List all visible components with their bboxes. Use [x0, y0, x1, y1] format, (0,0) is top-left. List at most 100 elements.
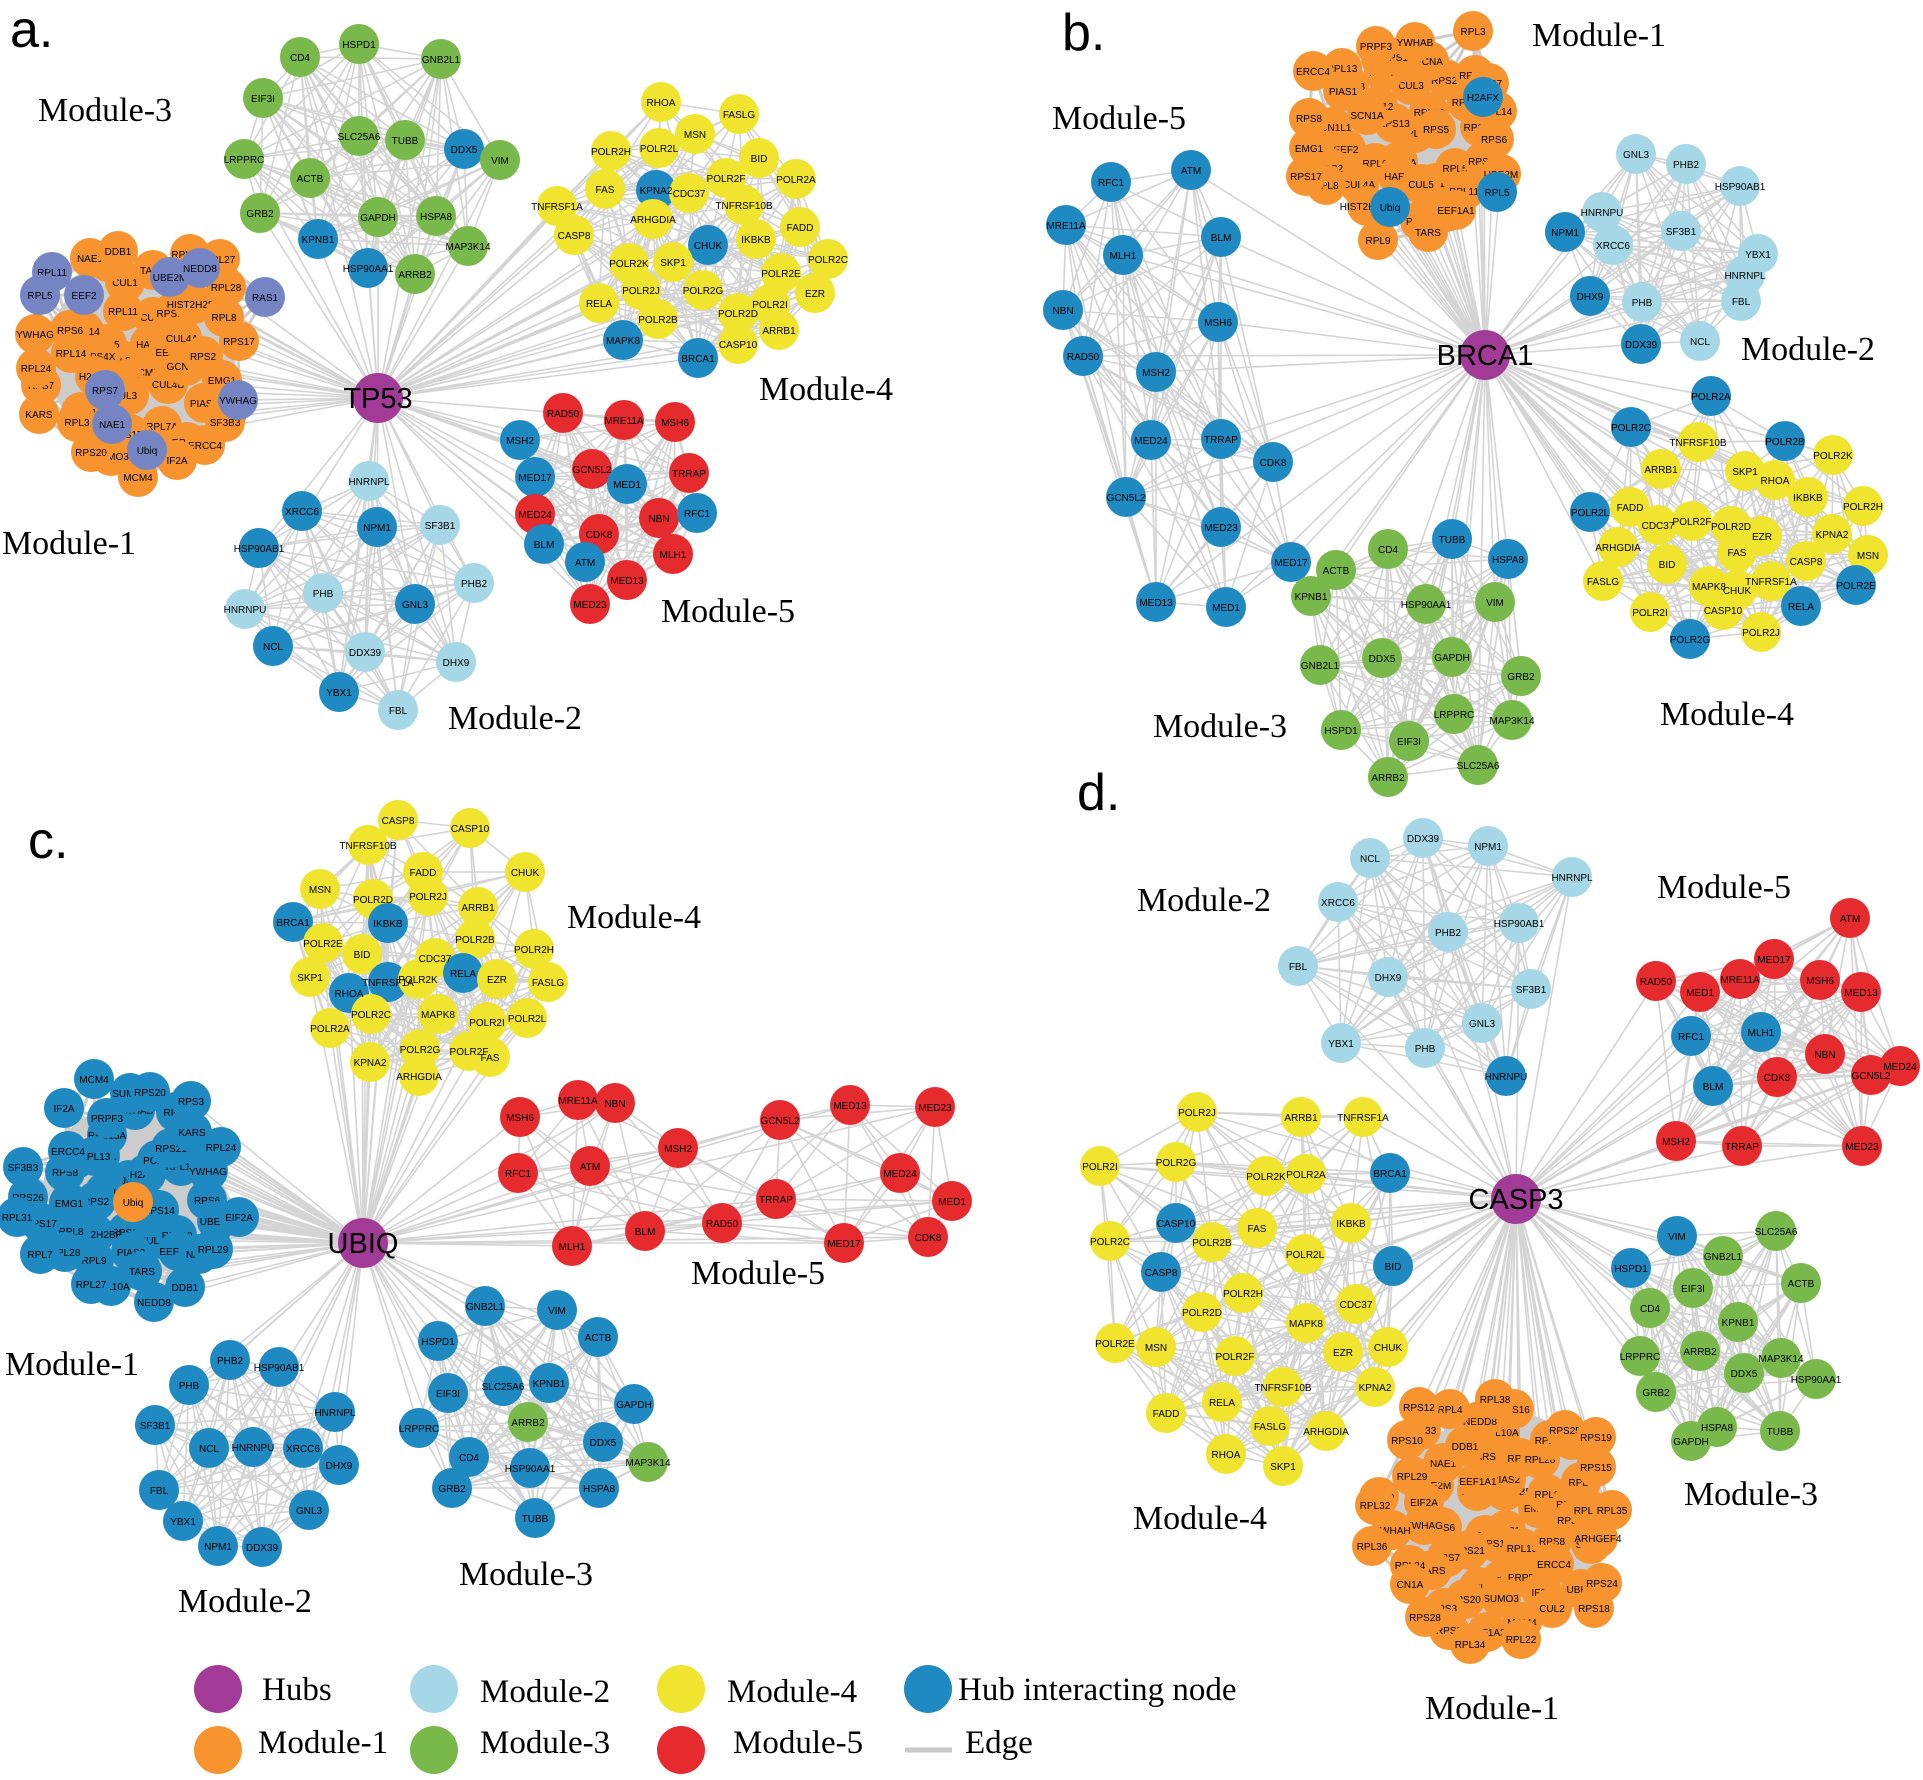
svg-text:MED17: MED17 [518, 473, 552, 484]
svg-text:MED17: MED17 [1274, 558, 1308, 569]
svg-text:BID: BID [1659, 560, 1676, 571]
svg-text:VIM: VIM [1486, 598, 1504, 609]
svg-text:RPS3: RPS3 [1431, 1604, 1458, 1615]
svg-text:MAPK8: MAPK8 [606, 336, 640, 347]
svg-text:POLR2E: POLR2E [1836, 581, 1876, 592]
svg-text:RPL10A: RPL10A [1481, 1428, 1519, 1439]
svg-text:NAE1: NAE1 [1430, 1459, 1457, 1470]
svg-text:Module-1: Module-1 [5, 1346, 139, 1383]
svg-text:EEF1A1: EEF1A1 [1437, 206, 1475, 217]
svg-text:EEF2: EEF2 [71, 291, 96, 302]
svg-text:RPS19: RPS19 [1580, 1433, 1612, 1444]
svg-text:RELA: RELA [586, 299, 612, 310]
svg-text:CHUK: CHUK [1723, 586, 1752, 597]
svg-text:RAD50: RAD50 [706, 1219, 739, 1230]
svg-text:CDK8: CDK8 [586, 530, 613, 541]
svg-text:HIST2H2BE: HIST2H2BE [167, 300, 222, 311]
svg-text:RPS5: RPS5 [1423, 125, 1450, 136]
svg-text:CUL1: CUL1 [139, 1236, 165, 1247]
svg-text:POLR2A: POLR2A [310, 1024, 350, 1035]
svg-text:POLR2J: POLR2J [409, 892, 447, 903]
svg-text:UBE2I: UBE2I [1567, 1585, 1596, 1596]
svg-text:IF2A: IF2A [166, 456, 187, 467]
svg-text:Module-2: Module-2 [480, 1674, 610, 1710]
svg-text:RPS11: RPS11 [157, 309, 188, 320]
svg-text:ACTB: ACTB [585, 1333, 612, 1344]
svg-text:MED23: MED23 [918, 1103, 952, 1114]
svg-text:Edge: Edge [965, 1725, 1033, 1761]
svg-text:TUBB: TUBB [1767, 1427, 1794, 1438]
svg-text:CASP3: CASP3 [1468, 1184, 1563, 1216]
svg-text:RPL8: RPL8 [211, 313, 236, 324]
svg-text:POLR2A: POLR2A [776, 175, 816, 186]
svg-text:HNRNPU: HNRNPU [232, 1443, 275, 1454]
svg-text:KARS: KARS [25, 410, 53, 421]
svg-text:POLR2K: POLR2K [1246, 1172, 1286, 1183]
svg-text:RPS14: RPS14 [143, 1206, 175, 1217]
svg-text:RPS15A: RPS15A [1382, 53, 1421, 64]
svg-text:MED1: MED1 [613, 480, 641, 491]
svg-text:ATM: ATM [1840, 914, 1860, 925]
svg-text:EZR: EZR [1333, 1348, 1353, 1359]
svg-text:ARRB2: ARRB2 [1683, 1347, 1717, 1358]
svg-text:GCN5L2: GCN5L2 [1852, 1071, 1891, 1082]
svg-text:SLC25A6: SLC25A6 [1755, 1227, 1798, 1238]
svg-text:KPNB1: KPNB1 [1722, 1318, 1755, 1329]
svg-text:MED1: MED1 [938, 1197, 966, 1208]
svg-text:RPS2: RPS2 [83, 1197, 110, 1208]
svg-text:FAS: FAS [1728, 548, 1747, 559]
svg-text:ARRB2: ARRB2 [511, 1418, 545, 1429]
svg-text:EZR: EZR [1752, 532, 1772, 543]
svg-text:CDC37: CDC37 [673, 189, 706, 200]
svg-text:GNB2L1: GNB2L1 [1301, 661, 1340, 672]
svg-text:PHB: PHB [313, 589, 334, 600]
svg-text:MSH2: MSH2 [664, 1144, 692, 1155]
svg-text:MSH6: MSH6 [661, 418, 689, 429]
svg-text:RPL31: RPL31 [1574, 1506, 1605, 1517]
svg-text:POLR2D: POLR2D [718, 309, 758, 320]
svg-text:RPS3: RPS3 [178, 1097, 205, 1108]
svg-text:RAD50: RAD50 [1640, 977, 1673, 988]
svg-text:SLC25A6: SLC25A6 [1457, 761, 1500, 772]
svg-text:NBN: NBN [604, 1099, 625, 1110]
svg-text:VIM: VIM [1668, 1232, 1686, 1243]
svg-text:CASP10: CASP10 [1704, 606, 1743, 617]
svg-text:FAS: FAS [481, 1053, 500, 1064]
svg-text:KPNB1: KPNB1 [302, 235, 335, 246]
svg-text:DDB1: DDB1 [105, 247, 132, 258]
svg-text:POLR2D: POLR2D [1711, 522, 1751, 533]
svg-text:TP53: TP53 [343, 383, 412, 415]
svg-text:FAS: FAS [1248, 1224, 1267, 1235]
svg-text:CHUK: CHUK [694, 241, 723, 252]
svg-text:FADD: FADD [1617, 503, 1644, 514]
svg-text:HIST2H2BE: HIST2H2BE [68, 1230, 123, 1241]
svg-text:RPS20: RPS20 [75, 448, 107, 459]
svg-text:RAD50: RAD50 [1067, 352, 1100, 363]
svg-text:JL3: JL3 [121, 391, 138, 402]
svg-text:Module-1: Module-1 [2, 525, 136, 562]
svg-text:MAP3K14: MAP3K14 [445, 242, 490, 253]
svg-text:MCM4: MCM4 [123, 473, 153, 484]
svg-text:YWHAG: YWHAG [1405, 1521, 1443, 1532]
svg-text:TRRAP: TRRAP [672, 469, 706, 480]
svg-text:MSH2: MSH2 [1662, 1137, 1690, 1148]
svg-text:DDX39: DDX39 [1407, 834, 1440, 845]
svg-text:EIF3I: EIF3I [436, 1389, 460, 1400]
svg-text:PHB: PHB [1632, 298, 1653, 309]
svg-text:POLR2C: POLR2C [351, 1010, 391, 1021]
svg-text:NAE1: NAE1 [77, 254, 104, 265]
svg-text:HSP90AB1: HSP90AB1 [254, 1363, 305, 1374]
svg-text:CDK8: CDK8 [1764, 1073, 1791, 1084]
svg-text:HNRNPL: HNRNPL [1551, 873, 1593, 884]
svg-text:PRPF3: PRPF3 [1360, 42, 1393, 53]
svg-text:TRRAP: TRRAP [1725, 1142, 1759, 1153]
svg-text:SF3B1: SF3B1 [1666, 227, 1697, 238]
svg-text:RPL9: RPL9 [81, 1256, 106, 1267]
svg-text:PHB2: PHB2 [461, 579, 488, 590]
svg-text:POLR2G: POLR2G [1156, 1158, 1197, 1169]
svg-text:SF3B1: SF3B1 [1516, 985, 1547, 996]
svg-text:RPL14: RPL14 [166, 1162, 197, 1173]
svg-text:RPL9: RPL9 [1365, 236, 1390, 247]
svg-text:d.: d. [1077, 764, 1120, 822]
svg-text:HSPD1: HSPD1 [1614, 1264, 1648, 1275]
